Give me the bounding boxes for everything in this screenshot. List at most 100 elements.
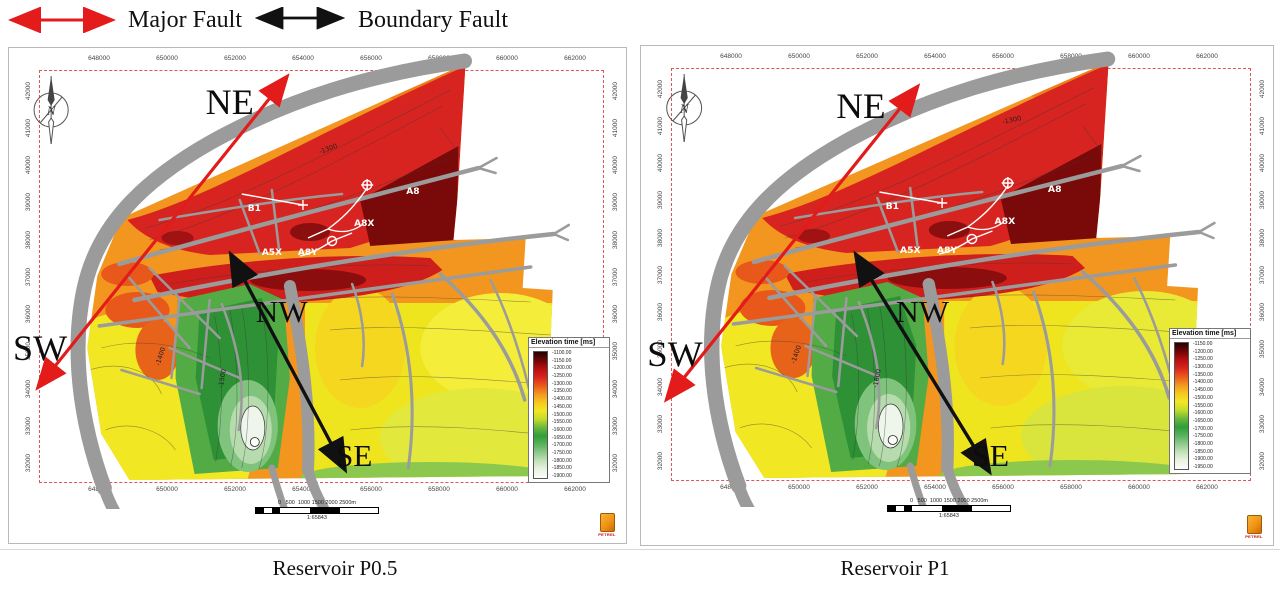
elevation-value: -1550.00 (1193, 402, 1213, 409)
scale-bar-graphic (887, 505, 1011, 512)
x-tick: 650000 (788, 53, 810, 60)
x-tick: 654000 (292, 55, 314, 62)
elevation-legend-title: Elevation time [ms] (1170, 329, 1250, 339)
well-label-a8y: A8Y (298, 248, 318, 258)
x-tick: 656000 (992, 53, 1014, 60)
elevation-value: -1750.00 (1193, 433, 1213, 440)
figure-baseline-rule (0, 549, 1280, 550)
elevation-legend-title: Elevation time [ms] (529, 338, 609, 348)
well-label-a5x: A5X (900, 246, 921, 256)
well-trajectories (879, 177, 1015, 255)
well-label-a8y: A8Y (937, 246, 958, 256)
major-fault-label: Major Fault (128, 6, 242, 33)
scale-bar: 0 500 1000 1500 2000 2500m 1:65843 (242, 500, 392, 521)
major-fault-arrow (35, 73, 290, 391)
elevation-value: -1200.00 (1193, 348, 1213, 355)
well-trajectories (241, 179, 374, 257)
x-axis-top: 648000 650000 652000 654000 656000 658000 6600… (697, 53, 1241, 64)
direction-labels: NE SW NW SE (647, 85, 1009, 472)
elevation-value: -1950.00 (1193, 464, 1213, 470)
contour-label: -1600 (871, 368, 882, 388)
elevation-colorbar (1174, 342, 1189, 470)
compass-rose-icon (666, 74, 703, 143)
elevation-value: -1850.00 (1193, 448, 1213, 455)
well-label-a8x: A8X (995, 217, 1016, 227)
elevation-value: -1250.00 (1193, 356, 1213, 363)
elevation-value: -1600.00 (552, 426, 572, 433)
elevation-value: -1900.00 (552, 473, 572, 479)
direction-nw: NW (256, 294, 309, 329)
x-tick: 654000 (924, 484, 946, 491)
x-tick: 648000 (88, 55, 110, 62)
x-tick: 658000 (1060, 484, 1082, 491)
terrain-fills (87, 64, 553, 480)
boundary-fault-arrow (853, 250, 992, 476)
direction-ne: NE (836, 85, 885, 125)
map-border (671, 68, 1251, 481)
well-label-a5x: A5X (262, 248, 282, 258)
elevation-value: -1150.00 (552, 357, 572, 364)
well-label-a8: A8 (1048, 185, 1062, 195)
x-tick: 662000 (564, 486, 586, 493)
x-tick: 652000 (856, 53, 878, 60)
x-tick: 660000 (1128, 53, 1150, 60)
x-tick: 656000 (360, 486, 382, 493)
major-fault-arrow (663, 83, 921, 403)
elevation-value: -1650.00 (552, 434, 572, 441)
petrel-logo: PETREL (1244, 515, 1264, 539)
petrel-logo-icon (599, 513, 615, 532)
scale-bar-graphic (255, 507, 379, 514)
x-tick: 650000 (788, 484, 810, 491)
direction-sw: SW (13, 328, 67, 368)
elevation-value: -1700.00 (552, 442, 572, 449)
direction-se: SE (336, 438, 372, 473)
elevation-value: -1400.00 (552, 396, 572, 403)
elevation-value: -1350.00 (552, 388, 572, 395)
fault-legend: Major Fault Boundary Fault (6, 2, 508, 38)
map-border (39, 70, 604, 483)
boundary-fault-arrow-icon (254, 7, 346, 30)
elevation-legend: Elevation time [ms] -1100.00 -1150.00 -120… (528, 337, 610, 483)
contour-label: -1500 (217, 368, 228, 388)
x-tick: 652000 (224, 55, 246, 62)
elevation-value: -1150.00 (1193, 341, 1213, 347)
contour-map-art: B1 A8 A8X A5X A8Y -1300 -1400 -1500 NE (13, 53, 571, 509)
x-tick: 652000 (856, 484, 878, 491)
well-label-a8: A8 (406, 187, 419, 197)
elevation-value: -1700.00 (1193, 425, 1213, 432)
x-tick: 660000 (496, 55, 518, 62)
x-tick: 650000 (156, 486, 178, 493)
elevation-value: -1900.00 (1193, 456, 1213, 463)
well-label-b1: B1 (886, 202, 899, 212)
x-tick: 662000 (1196, 484, 1218, 491)
x-tick: 658000 (428, 486, 450, 493)
elevation-value: -1500.00 (1193, 394, 1213, 401)
well-labels: B1 A8 A8X A5X A8Y (886, 185, 1062, 256)
elevation-value: -1800.00 (1193, 440, 1213, 447)
compass-n-label: N (46, 103, 57, 118)
boundary-fault-label: Boundary Fault (358, 6, 508, 33)
well-label-b1: B1 (248, 204, 261, 214)
elevation-value: -1800.00 (552, 457, 572, 464)
contour-map-art: B1 A8 A8X A5X A8Y -1300 -1400 -1600 NE (647, 51, 1216, 507)
well-labels: B1 A8 A8X A5X A8Y (248, 187, 420, 258)
x-tick: 662000 (564, 55, 586, 62)
scale-bar: 0 500 1000 1500 2000 2500m 1:65843 (874, 498, 1024, 519)
x-tick: 660000 (496, 486, 518, 493)
x-tick: 656000 (360, 55, 382, 62)
direction-nw: NW (896, 294, 949, 329)
elevation-values: -1100.00 -1150.00 -1200.00 -1250.00 -1300.00… (552, 351, 572, 479)
caption-reservoir-p05: Reservoir P0.5 (272, 556, 398, 580)
major-fault-arrow-icon (8, 7, 116, 33)
elevation-value: -1750.00 (552, 449, 572, 456)
x-tick: 652000 (224, 486, 246, 493)
elevation-value: -1600.00 (1193, 410, 1213, 417)
elevation-value: -1500.00 (552, 411, 572, 418)
x-tick: 656000 (992, 484, 1014, 491)
elevation-value: -1450.00 (552, 403, 572, 410)
elevation-values: -1150.00 -1200.00 -1250.00 -1300.00 -1350.00… (1193, 342, 1213, 470)
boundary-fault-arrow (228, 250, 348, 474)
elevation-value: -1250.00 (552, 373, 572, 380)
compass-n-label: N (679, 101, 690, 116)
